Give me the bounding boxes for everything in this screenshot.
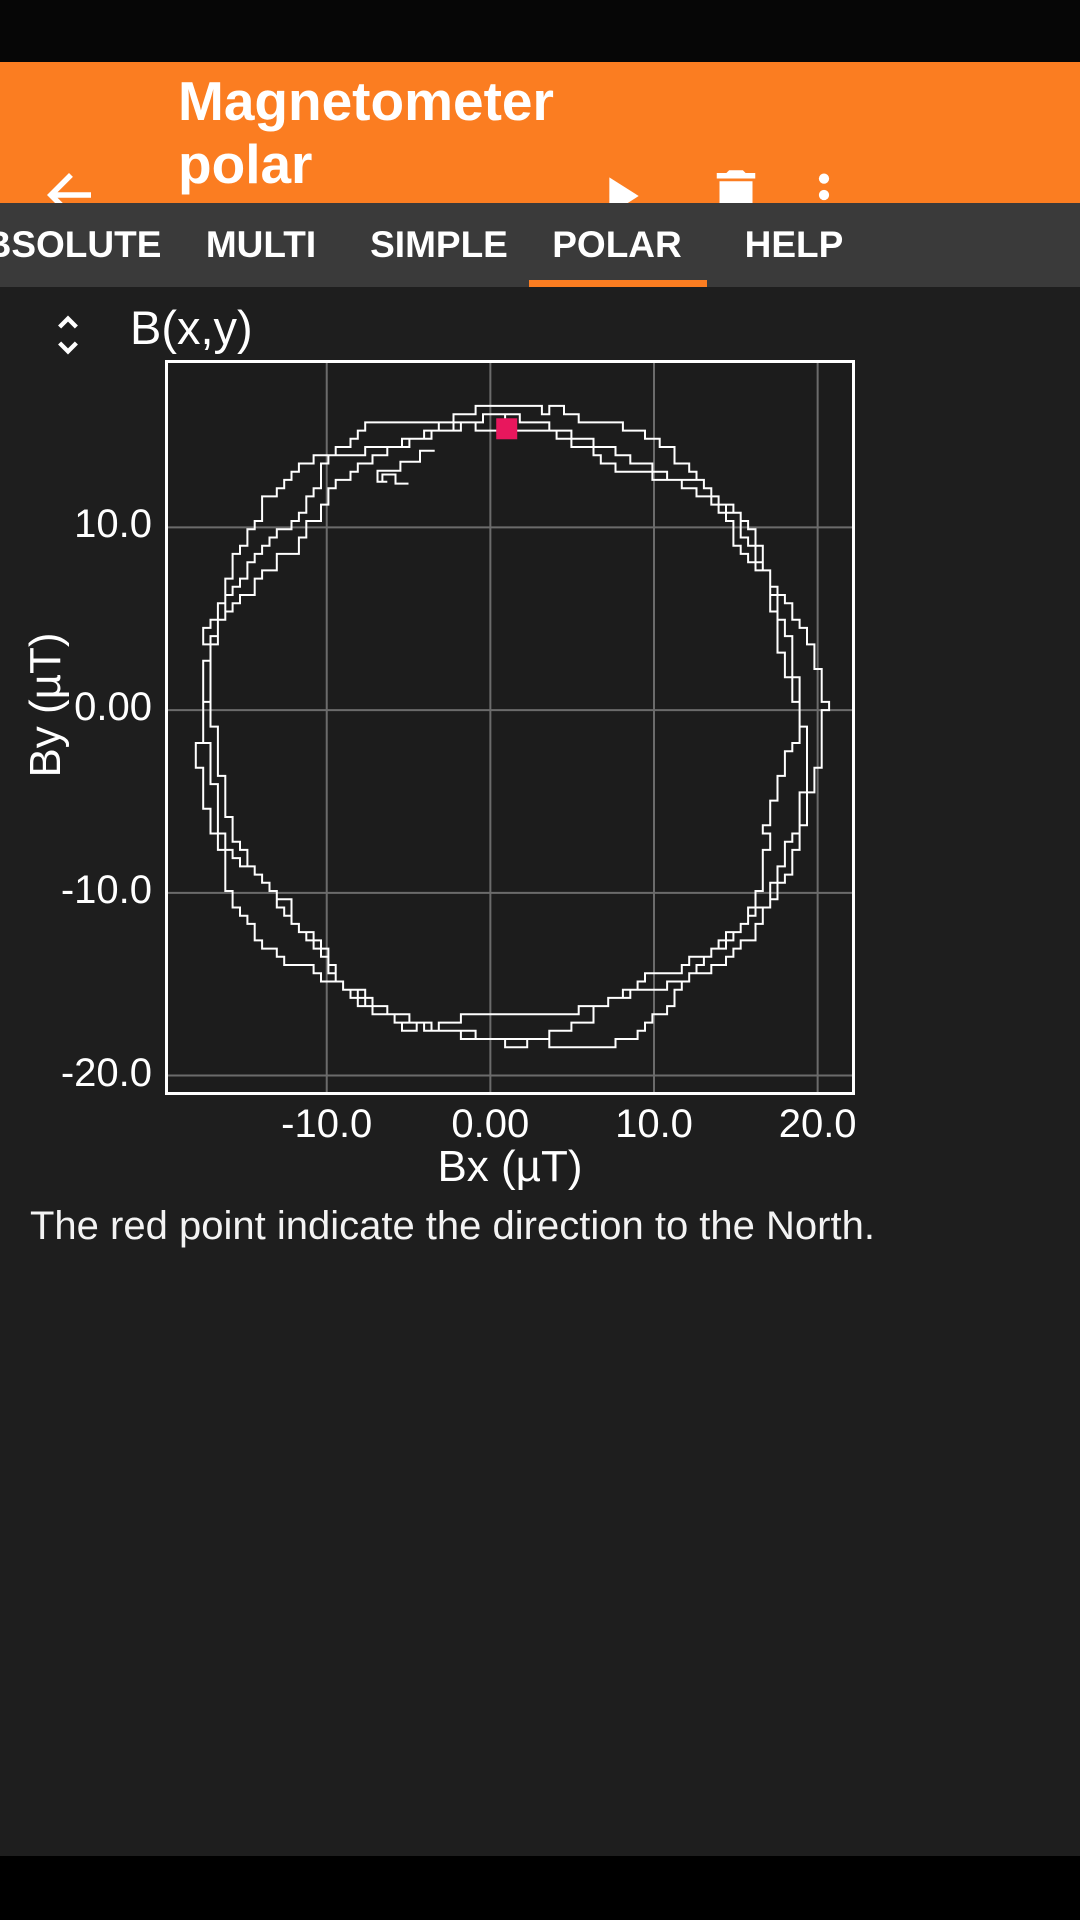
x-tick-label: -10.0 — [281, 1102, 373, 1146]
polar-plot[interactable] — [165, 360, 855, 1095]
expand-chart-button[interactable] — [42, 306, 94, 364]
tab-simple[interactable]: SIMPLE — [364, 223, 514, 267]
tab-bar: BSOLUTE MULTI SIMPLE POLAR HELP — [0, 203, 1080, 287]
y-tick-label: 10.0 — [74, 502, 152, 547]
chart-title: B(x,y) — [130, 301, 253, 354]
unfold-more-icon — [42, 315, 94, 367]
y-tick-label: -20.0 — [60, 1050, 152, 1095]
x-tick-label: 0.00 — [451, 1102, 530, 1146]
tab-polar[interactable]: POLAR — [546, 223, 688, 267]
y-tick-label: -10.0 — [60, 867, 152, 912]
page-title: Magnetometer polar — [178, 69, 554, 195]
x-tick-label: 20.0 — [778, 1102, 857, 1146]
x-tick-label: 10.0 — [615, 1102, 693, 1146]
tab-help[interactable]: HELP — [739, 223, 850, 267]
north-point-caption: The red point indicate the direction to … — [30, 1204, 875, 1248]
status-bar — [0, 0, 1080, 62]
active-tab-indicator — [529, 280, 707, 287]
app-bar: Magnetometer polar — [0, 62, 1080, 220]
tab-absolute[interactable]: BSOLUTE — [0, 223, 167, 267]
polar-plot-canvas — [168, 363, 852, 1092]
android-navigation-bar — [0, 1856, 1080, 1920]
x-axis-label: Bx (µT) — [437, 1142, 583, 1191]
y-tick-label: 0.00 — [74, 685, 152, 730]
tab-multi[interactable]: MULTI — [200, 223, 322, 267]
